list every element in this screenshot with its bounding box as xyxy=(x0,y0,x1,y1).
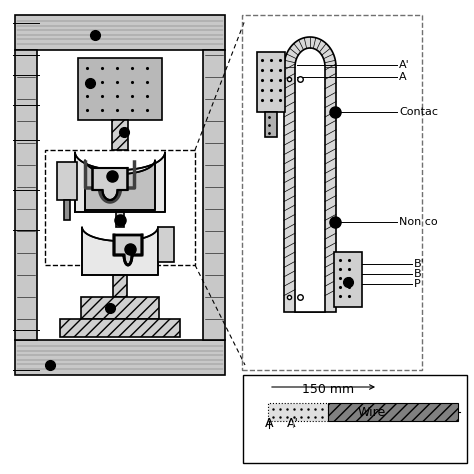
Bar xyxy=(45,150,195,265)
Bar xyxy=(328,403,458,421)
Text: A: A xyxy=(399,72,407,82)
Bar xyxy=(81,297,159,319)
Bar xyxy=(113,275,127,297)
Bar xyxy=(265,112,277,137)
Bar xyxy=(57,162,77,200)
Bar xyxy=(60,319,180,337)
Polygon shape xyxy=(85,160,155,210)
Polygon shape xyxy=(82,227,158,275)
Text: Non co: Non co xyxy=(399,217,438,227)
Bar xyxy=(15,340,225,375)
Polygon shape xyxy=(92,168,128,200)
Text: A': A' xyxy=(399,60,410,70)
Bar xyxy=(78,58,162,120)
Bar xyxy=(334,252,362,307)
Polygon shape xyxy=(284,37,336,312)
Text: P: P xyxy=(414,279,421,289)
Text: B': B' xyxy=(414,259,425,269)
Bar xyxy=(15,50,37,340)
Bar xyxy=(112,120,128,150)
Text: A: A xyxy=(265,417,273,430)
Bar xyxy=(268,403,328,421)
Bar xyxy=(243,375,467,463)
Bar xyxy=(158,227,174,262)
Polygon shape xyxy=(75,152,165,212)
Text: 150 mm: 150 mm xyxy=(302,383,354,396)
Text: B: B xyxy=(414,269,422,279)
Polygon shape xyxy=(114,235,142,265)
Bar xyxy=(203,50,225,340)
Text: Contac: Contac xyxy=(399,107,438,117)
Polygon shape xyxy=(295,48,325,312)
Bar xyxy=(15,15,225,50)
Bar xyxy=(64,200,70,220)
Bar xyxy=(116,212,124,227)
Bar xyxy=(242,15,422,370)
Text: A': A' xyxy=(287,417,299,430)
Bar xyxy=(257,52,285,112)
Text: Wire: Wire xyxy=(358,405,386,419)
